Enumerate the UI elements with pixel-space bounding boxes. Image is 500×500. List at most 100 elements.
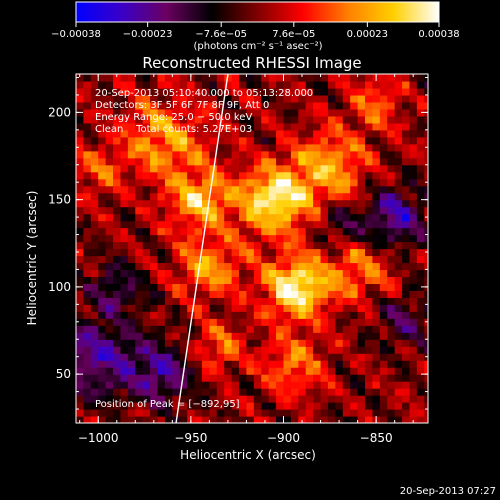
heatmap-cell	[372, 297, 381, 305]
heatmap-cell	[98, 108, 107, 117]
heatmap-cell	[342, 115, 351, 124]
heatmap-cell	[83, 353, 92, 361]
heatmap-cell	[342, 346, 351, 354]
heatmap-cell	[83, 269, 92, 278]
heatmap-cell	[327, 409, 336, 417]
heatmap-cell	[164, 122, 173, 131]
heatmap-cell	[342, 318, 351, 326]
heatmap-cell	[290, 115, 299, 124]
heatmap-cell	[239, 101, 248, 110]
heatmap-cell	[105, 416, 114, 423]
heatmap-cell	[216, 360, 225, 368]
heatmap-cell	[357, 367, 366, 375]
heatmap-cell	[187, 234, 196, 243]
heatmap-cell	[201, 381, 210, 389]
heatmap-cell	[327, 136, 336, 145]
heatmap-cell	[335, 388, 344, 396]
heatmap-cell	[320, 276, 329, 284]
heatmap-cell	[105, 318, 114, 326]
heatmap-cell	[201, 199, 210, 208]
heatmap-cell	[150, 143, 159, 152]
heatmap-cell	[179, 192, 188, 201]
heatmap-cell	[327, 346, 336, 354]
heatmap-cell	[387, 395, 396, 403]
heatmap-cell	[157, 80, 166, 89]
heatmap-cell	[127, 346, 136, 354]
heatmap-cell	[342, 325, 351, 333]
heatmap-cell	[372, 367, 381, 375]
heatmap-cell	[194, 150, 203, 159]
heatmap-cell	[313, 255, 322, 264]
heatmap-cell	[142, 367, 151, 375]
heatmap-cell	[402, 178, 411, 187]
heatmap-cell	[372, 311, 381, 319]
heatmap-cell	[402, 276, 411, 284]
heatmap-cell	[268, 374, 277, 382]
heatmap-cell	[105, 304, 114, 312]
heatmap-cell	[209, 220, 218, 229]
heatmap-cell	[135, 80, 144, 89]
heatmap-cell	[172, 276, 181, 284]
heatmap-cell	[424, 381, 428, 389]
heatmap-cell	[135, 262, 144, 271]
heatmap-cell	[276, 388, 285, 396]
heatmap-cell	[416, 234, 425, 243]
heatmap-cell	[127, 206, 136, 215]
heatmap-cell	[365, 416, 374, 423]
heatmap-cell	[424, 241, 428, 250]
heatmap-cell	[298, 269, 307, 278]
heatmap-cell	[90, 402, 99, 410]
heatmap-cell	[335, 346, 344, 354]
heatmap-cell	[224, 255, 233, 264]
heatmap-cell	[98, 283, 107, 291]
heatmap-cell	[157, 108, 166, 117]
heatmap-cell	[120, 178, 129, 187]
heatmap-cell	[127, 74, 136, 82]
heatmap-cell	[298, 367, 307, 375]
heatmap-cell	[142, 157, 151, 166]
heatmap-cell	[179, 332, 188, 340]
heatmap-cell	[305, 311, 314, 319]
heatmap-cell	[135, 227, 144, 236]
heatmap-cell	[261, 367, 270, 375]
heatmap-cell	[216, 199, 225, 208]
heatmap-cell	[216, 381, 225, 389]
heatmap-cell	[290, 381, 299, 389]
heatmap-cell	[372, 136, 381, 145]
heatmap-cell	[179, 206, 188, 215]
heatmap-cell	[416, 276, 425, 284]
heatmap-cell	[224, 332, 233, 340]
heatmap-cell	[105, 108, 114, 117]
heatmap-cell	[394, 395, 403, 403]
heatmap-cell	[313, 234, 322, 243]
heatmap-cell	[357, 150, 366, 159]
heatmap-cell	[261, 248, 270, 257]
heatmap-cell	[320, 108, 329, 117]
heatmap-cell	[239, 74, 248, 82]
heatmap-cell	[201, 360, 210, 368]
heatmap-cell	[98, 213, 107, 222]
heatmap-cell	[394, 388, 403, 396]
heatmap-cell	[157, 101, 166, 110]
heatmap-cell	[409, 241, 418, 250]
heatmap-cell	[187, 150, 196, 159]
heatmap-cell	[320, 220, 329, 229]
heatmap-cell	[298, 171, 307, 180]
heatmap-cell	[246, 143, 255, 152]
heatmap-cell	[357, 269, 366, 278]
heatmap-cell	[224, 290, 233, 298]
heatmap-cell	[90, 346, 99, 354]
heatmap-cell	[194, 283, 203, 291]
heatmap-cell	[209, 115, 218, 124]
heatmap-cell	[164, 94, 173, 103]
heatmap-cell	[298, 227, 307, 236]
heatmap-cell	[409, 374, 418, 382]
heatmap-cell	[372, 283, 381, 291]
heatmap-cell	[424, 402, 428, 410]
heatmap-cell	[253, 164, 262, 173]
heatmap-cell	[298, 346, 307, 354]
heatmap-cell	[76, 346, 85, 354]
heatmap-cell	[187, 325, 196, 333]
heatmap-cell	[357, 332, 366, 340]
heatmap-cell	[253, 122, 262, 131]
